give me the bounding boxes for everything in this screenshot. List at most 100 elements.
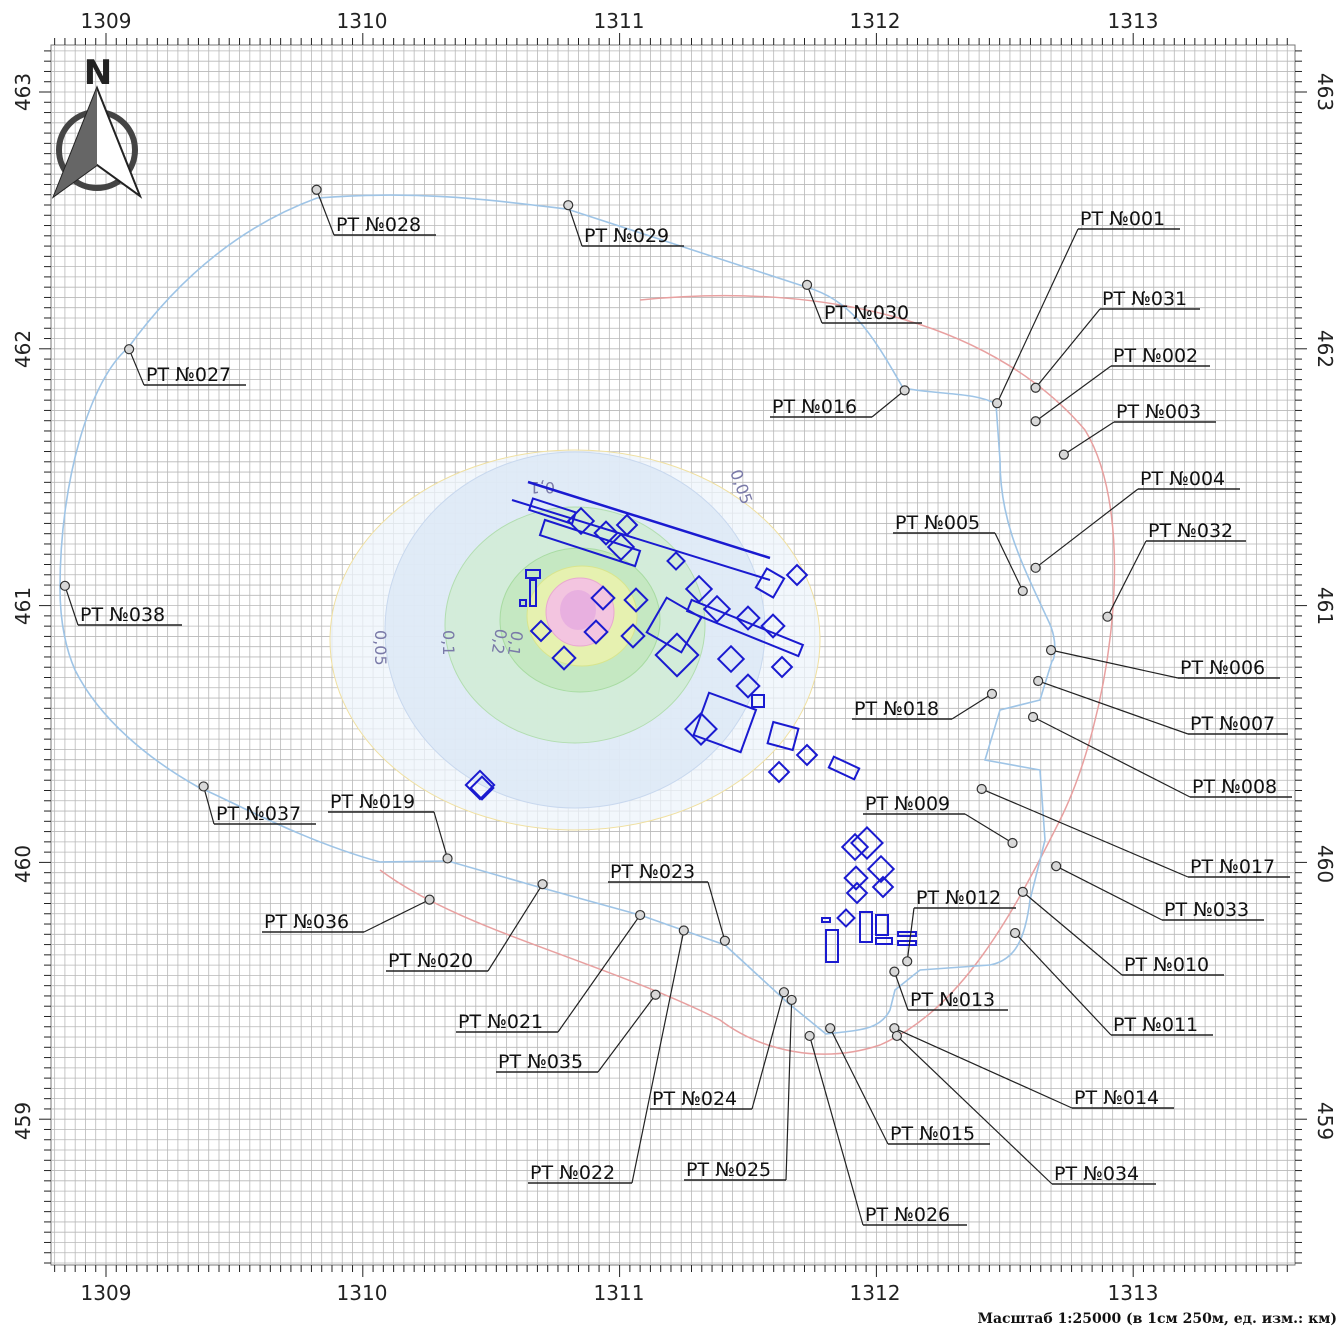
point-marker-icon[interactable] — [902, 956, 913, 967]
point-marker-icon[interactable] — [1051, 861, 1062, 872]
control-point[interactable]: РТ №014 — [889, 1023, 1174, 1109]
point-marker-icon[interactable] — [825, 1023, 836, 1034]
control-point[interactable]: РТ №018 — [852, 688, 998, 720]
point-marker-icon[interactable] — [891, 1030, 903, 1042]
point-marker-icon[interactable] — [1017, 886, 1028, 897]
point-marker-icon[interactable] — [1017, 585, 1028, 597]
point-marker-icon[interactable] — [1102, 611, 1113, 622]
point-leader-line — [751, 992, 785, 1110]
point-leader-line — [1037, 680, 1189, 735]
point-marker-icon[interactable] — [889, 966, 900, 977]
control-point[interactable]: РТ №006 — [1045, 645, 1280, 679]
point-marker-icon[interactable] — [778, 987, 790, 998]
point-marker-icon[interactable] — [1030, 382, 1041, 393]
control-point[interactable]: РТ №017 — [976, 783, 1290, 878]
control-point[interactable]: РТ №038 — [59, 580, 182, 626]
control-point[interactable]: РТ №011 — [1009, 927, 1213, 1036]
contour-06 — [560, 590, 596, 630]
point-leader-line — [316, 189, 335, 236]
control-point[interactable]: РТ №002 — [1030, 345, 1210, 427]
control-point[interactable]: РТ №037 — [198, 781, 316, 825]
point-label: РТ №009 — [865, 793, 950, 815]
scale-note: Масштаб 1:25000 (в 1см 250м, ед. изм.: к… — [977, 1311, 1337, 1327]
control-point[interactable]: РТ №024 — [650, 987, 790, 1110]
point-label: РТ №026 — [865, 1204, 950, 1226]
control-point[interactable]: РТ №020 — [386, 879, 548, 972]
control-point[interactable]: РТ №026 — [804, 1030, 967, 1226]
point-label: РТ №018 — [854, 698, 939, 720]
control-point[interactable]: РТ №001 — [991, 208, 1180, 409]
point-marker-icon[interactable] — [442, 853, 453, 864]
control-point[interactable]: РТ №023 — [608, 861, 730, 946]
point-marker-icon[interactable] — [1058, 449, 1069, 460]
point-marker-icon[interactable] — [991, 398, 1003, 409]
x-tick-bottom: 1311 — [594, 1281, 645, 1305]
point-marker-icon[interactable] — [678, 925, 689, 936]
control-point[interactable]: РТ №036 — [262, 894, 435, 933]
point-marker-icon[interactable] — [635, 909, 646, 921]
point-leader-line — [893, 971, 909, 1011]
point-marker-icon[interactable] — [650, 989, 661, 1000]
point-marker-icon[interactable] — [986, 688, 998, 699]
control-point[interactable]: РТ №008 — [1027, 711, 1292, 798]
point-marker-icon[interactable] — [719, 935, 730, 946]
point-leader-line — [64, 585, 79, 626]
point-marker-icon[interactable] — [1045, 645, 1057, 656]
point-marker-icon[interactable] — [424, 894, 435, 905]
point-marker-icon[interactable] — [1027, 711, 1039, 723]
control-point[interactable]: РТ №032 — [1102, 520, 1246, 622]
point-marker-icon[interactable] — [786, 994, 797, 1006]
control-point[interactable]: РТ №033 — [1051, 861, 1264, 921]
control-point[interactable]: РТ №025 — [684, 994, 797, 1181]
control-point[interactable]: РТ №012 — [902, 887, 1016, 967]
point-label: РТ №010 — [1124, 954, 1209, 976]
point-label: РТ №011 — [1113, 1014, 1198, 1036]
control-point[interactable]: РТ №015 — [825, 1023, 990, 1145]
point-marker-icon[interactable] — [1007, 837, 1018, 849]
y-tick-left: 459 — [11, 1102, 35, 1140]
point-leader-line — [785, 999, 793, 1181]
control-point[interactable]: РТ №029 — [563, 200, 684, 247]
control-point[interactable]: РТ №009 — [863, 793, 1018, 849]
control-point[interactable]: РТ №031 — [1030, 288, 1200, 393]
point-label: РТ №031 — [1102, 288, 1187, 310]
point-marker-icon[interactable] — [1030, 562, 1041, 573]
point-marker-icon[interactable] — [124, 344, 135, 355]
control-point[interactable]: РТ №007 — [1033, 675, 1288, 735]
industrial-buildings — [464, 480, 917, 963]
y-tick-right: 461 — [1313, 587, 1337, 625]
x-tick-bottom: 1309 — [81, 1281, 132, 1305]
control-point[interactable]: РТ №019 — [328, 791, 453, 864]
control-point[interactable]: РТ №013 — [889, 966, 1008, 1011]
point-marker-icon[interactable] — [1033, 675, 1044, 687]
control-point[interactable]: РТ №010 — [1017, 886, 1224, 976]
point-marker-icon[interactable] — [1030, 416, 1041, 427]
control-point[interactable]: РТ №021 — [456, 909, 646, 1033]
x-tick-top: 1311 — [594, 9, 645, 33]
control-point[interactable]: РТ №027 — [124, 344, 246, 386]
point-marker-icon[interactable] — [537, 879, 548, 890]
point-marker-icon[interactable] — [59, 580, 71, 591]
control-point[interactable]: РТ №022 — [528, 925, 689, 1184]
control-point[interactable]: РТ №004 — [1030, 468, 1240, 573]
point-marker-icon[interactable] — [976, 783, 987, 795]
control-point[interactable]: РТ №028 — [311, 184, 436, 236]
control-point[interactable]: РТ №035 — [496, 989, 661, 1073]
control-point[interactable]: РТ №034 — [891, 1030, 1156, 1185]
control-point[interactable]: РТ №005 — [893, 512, 1028, 597]
control-point[interactable]: РТ №003 — [1058, 401, 1216, 460]
x-tick-bottom: 1310 — [337, 1281, 388, 1305]
point-marker-icon[interactable] — [563, 200, 574, 211]
control-point[interactable]: РТ №016 — [770, 385, 910, 418]
point-marker-icon[interactable] — [899, 385, 910, 396]
contour-labels: 0,1 0,05 0,1 0,2 0,05 0,1 — [371, 467, 756, 666]
point-marker-icon[interactable] — [198, 781, 209, 792]
point-marker-icon[interactable] — [801, 279, 813, 290]
point-leader-line — [567, 204, 583, 247]
point-marker-icon[interactable] — [1009, 927, 1021, 939]
point-marker-icon[interactable] — [311, 184, 322, 195]
control-point[interactable]: РТ №030 — [801, 279, 922, 324]
point-leader-line — [433, 811, 449, 859]
point-label: РТ №028 — [336, 214, 421, 236]
point-marker-icon[interactable] — [804, 1030, 815, 1042]
